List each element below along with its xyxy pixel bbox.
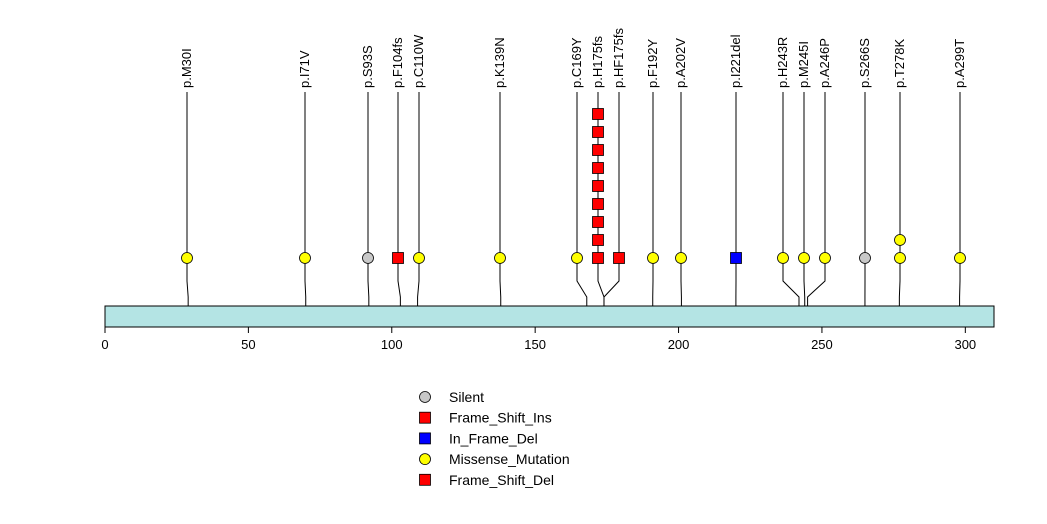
- mutation-dot: [675, 252, 687, 264]
- marks-layer: [181, 108, 966, 264]
- mutation-label: p.S93S: [360, 45, 375, 88]
- legend-symbol: [419, 453, 431, 466]
- mutation-square: [592, 198, 604, 210]
- mutation-dot: [362, 252, 374, 264]
- mutation-label: p.F192Y: [645, 39, 660, 88]
- mutation-label: p.H243R: [775, 37, 790, 88]
- mutation-label: p.C169Y: [569, 37, 584, 88]
- mutation-dot: [894, 234, 906, 246]
- legend-symbol: [419, 411, 431, 424]
- axis-tick-label: 100: [381, 337, 403, 352]
- mutation-label: p.I221del: [728, 34, 743, 88]
- x-axis: 0 50 100 150 200 250 300: [101, 326, 976, 352]
- mutation-label: p.K139N: [492, 37, 507, 88]
- protein-bar: [104, 305, 995, 328]
- legend-label: Missense_Mutation: [449, 451, 570, 467]
- mutation-label: p.H175fs: [590, 35, 605, 88]
- mutation-dot: [894, 252, 906, 264]
- stem: [576, 92, 588, 306]
- mutation-square: [392, 252, 404, 264]
- stem: [499, 92, 502, 306]
- legend-label: Silent: [449, 389, 484, 405]
- axis-tick-label: 200: [668, 337, 690, 352]
- mutation-dot: [571, 252, 583, 264]
- mutation-label: p.A246P: [817, 38, 832, 88]
- stems-layer: [186, 92, 961, 306]
- legend-symbol: [419, 391, 431, 403]
- mutation-label: p.M30I: [179, 48, 194, 88]
- mutation-label: p.C110W: [411, 34, 426, 88]
- stem: [304, 92, 307, 306]
- axis-tick-label: 0: [101, 337, 108, 352]
- axis-tick-label: 150: [524, 337, 546, 352]
- mutation-dot: [777, 252, 789, 264]
- mutation-square: [592, 180, 604, 192]
- mutation-dot: [819, 252, 831, 264]
- legend: Silent Frame_Shift_Ins In_Frame_Del Missens…: [419, 389, 570, 488]
- legend-label: Frame_Shift_Del: [449, 472, 554, 488]
- mutation-label: p.S266S: [857, 38, 872, 88]
- mutation-square: [592, 144, 604, 156]
- mutation-dot: [954, 252, 966, 264]
- mutation-label: p.I71V: [297, 50, 312, 88]
- axis-tick-label: 300: [954, 337, 976, 352]
- mutation-dot: [859, 252, 871, 264]
- stem: [782, 92, 800, 306]
- mutation-square: [613, 252, 625, 264]
- stem: [807, 92, 826, 306]
- stem: [367, 92, 370, 306]
- mutation-square: [592, 252, 604, 264]
- mutation-dot: [181, 252, 193, 264]
- mutation-label: p.T278K: [892, 39, 907, 88]
- mutation-label: p.A299T: [952, 39, 967, 88]
- mutation-square: [592, 108, 604, 120]
- mutation-dot: [299, 252, 311, 264]
- mutation-square: [592, 126, 604, 138]
- legend-label: In_Frame_Del: [449, 430, 538, 446]
- legend-symbol: [419, 473, 431, 486]
- mutation-label: p.HF175fs: [611, 28, 626, 88]
- axis-tick-label: 50: [241, 337, 255, 352]
- mutation-labels-layer: p.M30I p.I71V p.S93S p.F104fs p.C110W p.K139N…: [179, 28, 967, 88]
- stem: [898, 92, 901, 306]
- stem: [417, 92, 420, 306]
- stem: [186, 92, 189, 306]
- mutation-dot: [798, 252, 810, 264]
- legend-symbol: [419, 432, 431, 445]
- mutation-square: [592, 234, 604, 246]
- legend-label: Frame_Shift_Ins: [449, 410, 552, 426]
- mutation-dot: [413, 252, 425, 264]
- axis-tick-label: 250: [811, 337, 833, 352]
- mutation-square: [730, 252, 742, 264]
- mutation-dot: [494, 252, 506, 264]
- stem: [803, 92, 806, 306]
- stem: [603, 92, 620, 306]
- mutation-square: [592, 162, 604, 174]
- mutation-dot: [647, 252, 659, 264]
- mutation-label: p.A202V: [673, 38, 688, 88]
- mutation-label: p.M245I: [796, 41, 811, 88]
- mutation-square: [592, 216, 604, 228]
- stem: [397, 92, 401, 306]
- mutation-label: p.F104fs: [390, 37, 405, 88]
